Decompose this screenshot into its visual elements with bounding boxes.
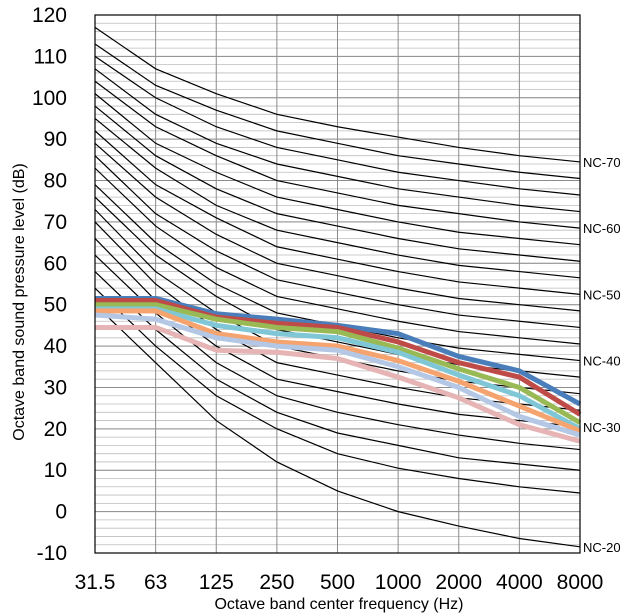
y-tick-label: 70 [44, 211, 67, 234]
nc-curve [94, 271, 581, 471]
nc-curve [94, 105, 581, 262]
y-tick-label: 120 [32, 4, 67, 27]
y-tick-label: 10 [44, 459, 67, 482]
major-gridlines [94, 14, 581, 554]
nc-curve [94, 304, 581, 548]
plot-frame [94, 14, 581, 554]
x-axis-title: Octave band center frequency (Hz) [214, 596, 463, 613]
nc-curve-label: NC-60 [583, 221, 621, 236]
x-tick-label: 8000 [557, 571, 604, 594]
measurement-line [94, 312, 581, 438]
nc-curve [94, 142, 581, 312]
nc-label-bg [581, 353, 627, 368]
nc-label-bg [581, 221, 627, 236]
y-axis-title: Octave band sound pressure level (dB) [11, 163, 28, 440]
y-tick-label: 0 [55, 501, 67, 524]
nc-label-bg [581, 419, 627, 434]
y-tick-label: 100 [32, 87, 67, 110]
nc-curve [94, 254, 581, 451]
nc-label-bg [581, 539, 627, 554]
measurement-series [94, 295, 582, 444]
nc-curves [94, 26, 581, 548]
nc-curve-label: NC-30 [583, 420, 621, 435]
x-tick-label: 250 [259, 571, 294, 594]
y-tick-label: -10 [37, 542, 67, 565]
nc-curve [94, 196, 581, 378]
nc-curve-labels: NC-70 NC-60 NC-50 NC-40 NC-30 NC-20 [581, 154, 627, 555]
x-tick-label: 125 [199, 571, 234, 594]
y-tick-label: 90 [44, 128, 67, 151]
nc-curve [94, 55, 581, 196]
x-tick-label: 4000 [496, 571, 543, 594]
nc-curve [94, 43, 581, 180]
nc-curve [94, 93, 581, 246]
x-tick-label: 31.5 [75, 571, 116, 594]
nc-curve [94, 221, 581, 411]
nc-label-bg [581, 154, 627, 169]
nc-curve [94, 26, 581, 163]
nc-curve [94, 287, 581, 494]
nc-label-bg [581, 287, 627, 302]
y-tick-label: 80 [44, 170, 67, 193]
measurement-line [95, 306, 582, 432]
nc-curve [94, 155, 581, 329]
y-tick-label: 40 [44, 335, 67, 358]
x-tick-label: 500 [320, 571, 355, 594]
measurement-line [95, 324, 581, 444]
nc-curve [94, 80, 581, 229]
nc-curve [94, 117, 581, 279]
nc-curve-label: NC-20 [583, 540, 621, 555]
y-tick-label: 60 [44, 252, 67, 275]
x-tick-labels: 31.5 63 125 250 500 1000 2000 4000 8000 [75, 571, 604, 594]
measurement-line [95, 302, 582, 425]
x-tick-label: 63 [144, 571, 167, 594]
nc-curve-label: NC-40 [583, 354, 621, 369]
y-tick-label: 110 [34, 45, 67, 68]
y-tick-labels: -10 0 10 20 30 40 50 60 70 80 90 100 110 120 [32, 4, 67, 565]
nc-curve [94, 130, 581, 295]
y-tick-label: 20 [44, 418, 67, 441]
measurement-line [95, 308, 581, 434]
nc-curve-label: NC-70 [583, 155, 621, 170]
y-tick-label: 50 [44, 294, 67, 317]
nc-curve [94, 68, 581, 213]
x-tick-label: 2000 [435, 571, 482, 594]
x-tick-label: 1000 [375, 571, 422, 594]
y-tick-label: 30 [44, 376, 67, 399]
nc-curve [94, 167, 581, 345]
measurement-line [95, 298, 582, 417]
nc-curve-label: NC-50 [583, 287, 621, 302]
